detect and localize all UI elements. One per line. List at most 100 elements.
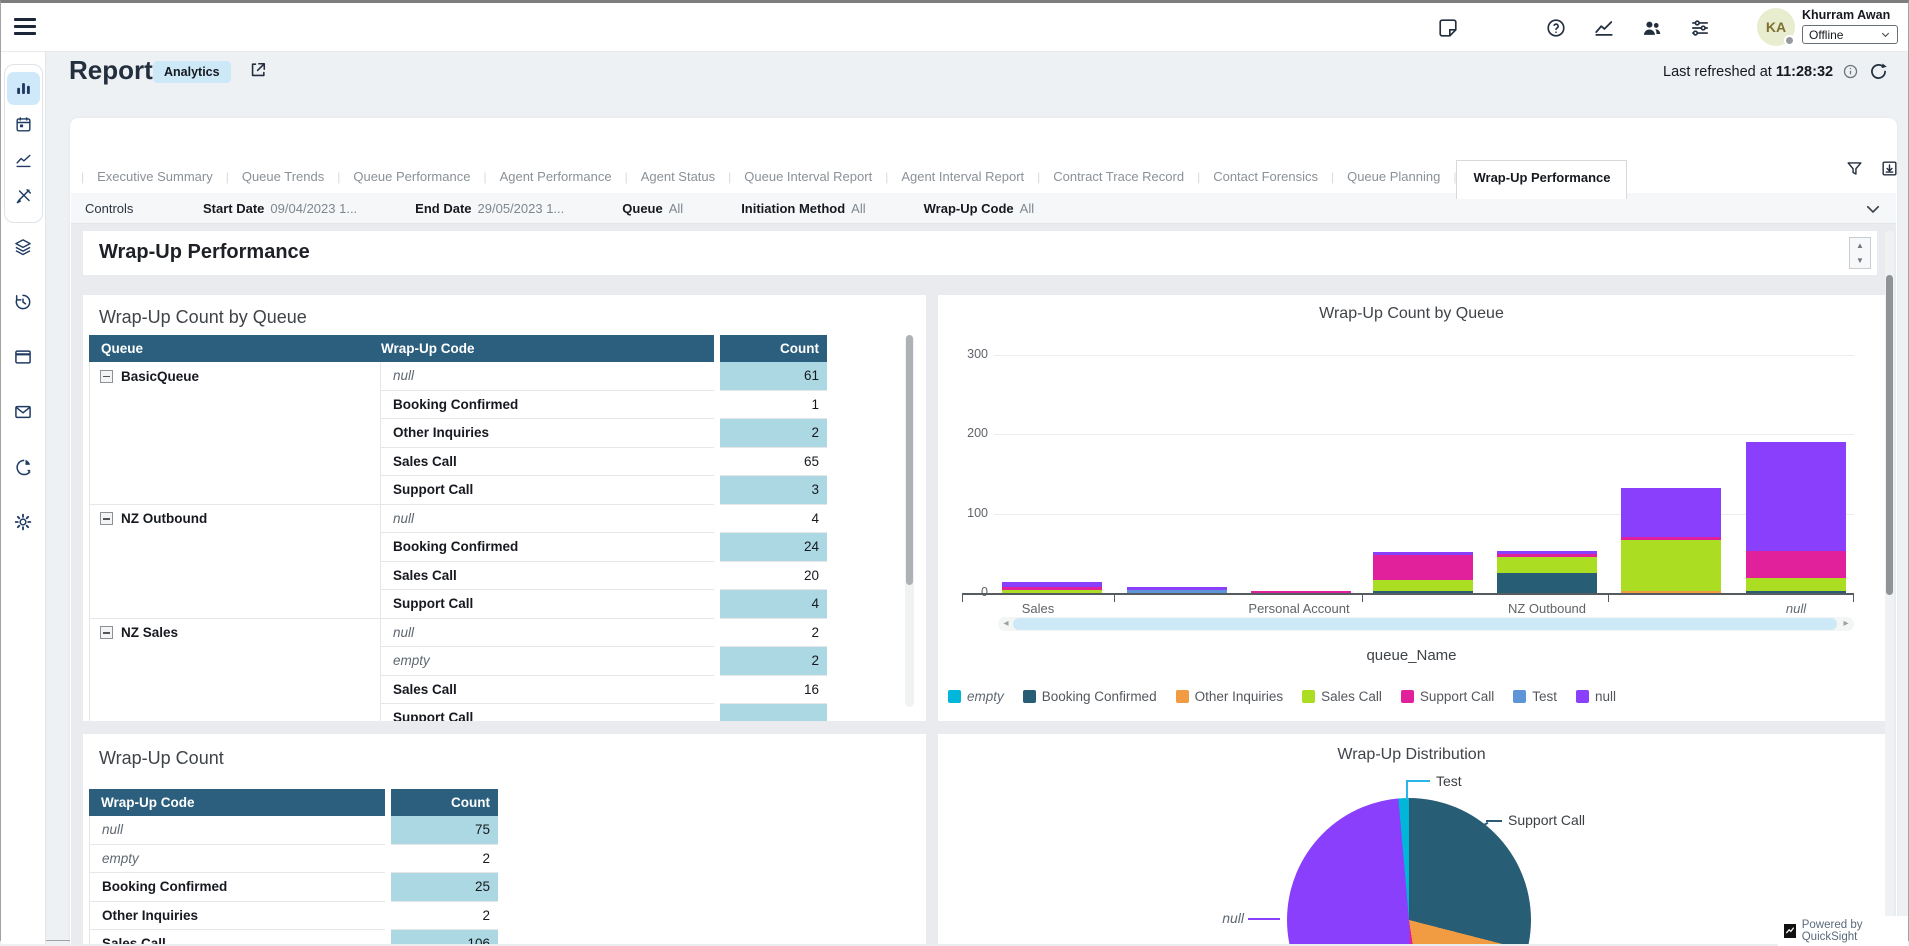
- sidebar-item-settings[interactable]: [7, 505, 40, 538]
- bar-segment-test[interactable]: [1127, 589, 1227, 593]
- legend-test[interactable]: Test: [1513, 689, 1557, 704]
- control-start-date[interactable]: Start Date 09/04/2023 1...: [203, 200, 358, 216]
- scroll-thumb[interactable]: [1013, 618, 1837, 630]
- bar-segment-null[interactable]: [1127, 586, 1227, 590]
- tab-agent-performance[interactable]: Agent Performance: [499, 169, 612, 184]
- tab-wrap-up-performance[interactable]: Wrap-Up Performance: [1456, 160, 1628, 199]
- table-row[interactable]: Other Inquiries 2: [89, 901, 498, 930]
- help-icon[interactable]: [1545, 17, 1567, 39]
- scroll-spinner[interactable]: ▲ ▼: [1849, 237, 1871, 269]
- bar-4[interactable]: [1497, 550, 1597, 593]
- sidebar-item-mail[interactable]: [7, 395, 40, 428]
- legend-null[interactable]: null: [1575, 689, 1616, 704]
- table-row[interactable]: Sales Call 106: [89, 930, 498, 944]
- legend-other-inquiries[interactable]: Other Inquiries: [1175, 689, 1283, 704]
- bar-segment-sales[interactable]: [1746, 577, 1846, 592]
- table-row[interactable]: Booking Confirmed 25: [89, 873, 498, 902]
- sidebar-item-window[interactable]: [7, 340, 40, 373]
- spinner-down-icon[interactable]: ▼: [1856, 256, 1864, 265]
- sheet-scrollbar[interactable]: [1885, 231, 1894, 937]
- legend-sales-call[interactable]: Sales Call: [1302, 689, 1382, 704]
- collapse-icon[interactable]: [100, 626, 113, 640]
- external-link-icon[interactable]: [248, 60, 268, 80]
- bar-segment-null[interactable]: [1373, 551, 1473, 555]
- sidebar-item-line-chart[interactable]: [7, 144, 40, 177]
- sidebar-item-layers[interactable]: [7, 230, 40, 263]
- bar-6[interactable]: [1746, 442, 1846, 593]
- control-wrap-up-code[interactable]: Wrap-Up Code All: [923, 200, 1035, 216]
- menu-icon[interactable]: [14, 18, 36, 35]
- bar-segment-sales[interactable]: [1002, 589, 1102, 593]
- bar-0[interactable]: [1002, 581, 1102, 593]
- lightning-icon[interactable]: [1485, 11, 1519, 45]
- col-count[interactable]: Count: [720, 335, 827, 362]
- tab-contract-trace-record[interactable]: Contract Trace Record: [1053, 169, 1185, 184]
- chart-h-scrollbar[interactable]: ◂ ▸: [998, 617, 1854, 631]
- table-row[interactable]: Support Call 4: [89, 590, 827, 619]
- sidebar-item-reports[interactable]: [7, 72, 40, 105]
- col-count[interactable]: Count: [391, 789, 498, 816]
- bar-segment-sales[interactable]: [1621, 539, 1721, 592]
- bar-segment-support[interactable]: [1497, 554, 1597, 558]
- tab-queue-performance[interactable]: Queue Performance: [353, 169, 471, 184]
- table-row[interactable]: BasicQueue null 61: [89, 362, 827, 391]
- col-wrapup-code[interactable]: Wrap-Up Code: [381, 341, 475, 356]
- table-row[interactable]: Booking Confirmed 1: [89, 390, 827, 419]
- table-row[interactable]: Sales Call 20: [89, 561, 827, 590]
- sidebar-item-calendar[interactable]: [7, 108, 40, 141]
- table-row[interactable]: empty 2: [89, 844, 498, 873]
- table-row[interactable]: null 75: [89, 816, 498, 845]
- legend-booking-confirmed[interactable]: Booking Confirmed: [1022, 689, 1157, 704]
- bar-segment-sales[interactable]: [1373, 579, 1473, 592]
- table-row[interactable]: Support Call 3: [89, 476, 827, 505]
- legend-empty[interactable]: empty: [948, 689, 1004, 704]
- bar-segment-sales[interactable]: [1497, 557, 1597, 574]
- table-row[interactable]: Support Call: [89, 704, 827, 721]
- controls-chevron-icon[interactable]: [1864, 200, 1882, 218]
- table-row[interactable]: Booking Confirmed 24: [89, 533, 827, 562]
- metrics-icon[interactable]: [1593, 17, 1615, 39]
- sidebar-item-pie-chart[interactable]: [7, 450, 40, 483]
- bar-segment-booking[interactable]: [1746, 591, 1846, 593]
- table-row[interactable]: empty 2: [89, 647, 827, 676]
- bar-segment-support[interactable]: [1373, 554, 1473, 580]
- bar-segment-null[interactable]: [1621, 488, 1721, 537]
- note-icon[interactable]: [1437, 17, 1459, 39]
- settings-sliders-icon[interactable]: [1689, 17, 1711, 39]
- filter-icon[interactable]: [1845, 159, 1864, 178]
- table-row[interactable]: Other Inquiries 2: [89, 419, 827, 448]
- legend-support-call[interactable]: Support Call: [1400, 689, 1494, 704]
- table-row[interactable]: NZ Outbound null 4: [89, 504, 827, 533]
- scroll-left-icon[interactable]: ◂: [1003, 618, 1009, 629]
- control-queue[interactable]: Queue All: [622, 200, 684, 216]
- table-row[interactable]: NZ Sales null 2: [89, 618, 827, 647]
- bar-segment-other[interactable]: [1621, 591, 1721, 593]
- bar-2[interactable]: [1251, 590, 1351, 593]
- collapse-icon[interactable]: [100, 512, 113, 526]
- table-row[interactable]: Sales Call 65: [89, 447, 827, 476]
- col-wrapup-code[interactable]: Wrap-Up Code: [101, 795, 195, 810]
- scroll-right-icon[interactable]: ▸: [1843, 618, 1849, 629]
- bar-3[interactable]: [1373, 551, 1473, 593]
- tab-queue-interval-report[interactable]: Queue Interval Report: [744, 169, 873, 184]
- col-queue[interactable]: Queue: [101, 341, 144, 356]
- bar-1[interactable]: [1127, 586, 1227, 593]
- refresh-icon[interactable]: [1868, 61, 1889, 82]
- bar-segment-support[interactable]: [1251, 590, 1351, 593]
- collapse-icon[interactable]: [100, 369, 113, 383]
- control-initiation-method[interactable]: Initiation Method All: [741, 200, 866, 216]
- bar-segment-support[interactable]: [1002, 586, 1102, 590]
- bar-segment-null[interactable]: [1497, 550, 1597, 555]
- bar-segment-booking[interactable]: [1497, 573, 1597, 593]
- sidebar-item-history[interactable]: [7, 285, 40, 318]
- bar-segment-support[interactable]: [1621, 536, 1721, 540]
- table-scrollbar[interactable]: [905, 335, 914, 707]
- tab-executive-summary[interactable]: Executive Summary: [97, 169, 213, 184]
- info-icon[interactable]: [1842, 63, 1859, 80]
- bar-5[interactable]: [1621, 488, 1721, 593]
- bar-segment-null[interactable]: [1746, 442, 1846, 551]
- table-row[interactable]: Sales Call 16: [89, 675, 827, 704]
- tab-queue-planning[interactable]: Queue Planning: [1347, 169, 1441, 184]
- tab-agent-interval-report[interactable]: Agent Interval Report: [901, 169, 1025, 184]
- tab-agent-status[interactable]: Agent Status: [640, 169, 716, 184]
